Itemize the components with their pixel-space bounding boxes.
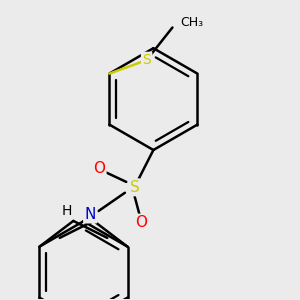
Text: N: N [85,207,96,222]
Text: H: H [61,204,72,218]
Text: CH₃: CH₃ [181,16,204,28]
Text: S: S [130,180,139,195]
Text: O: O [93,161,105,176]
Text: S: S [142,53,151,67]
Text: O: O [135,215,147,230]
